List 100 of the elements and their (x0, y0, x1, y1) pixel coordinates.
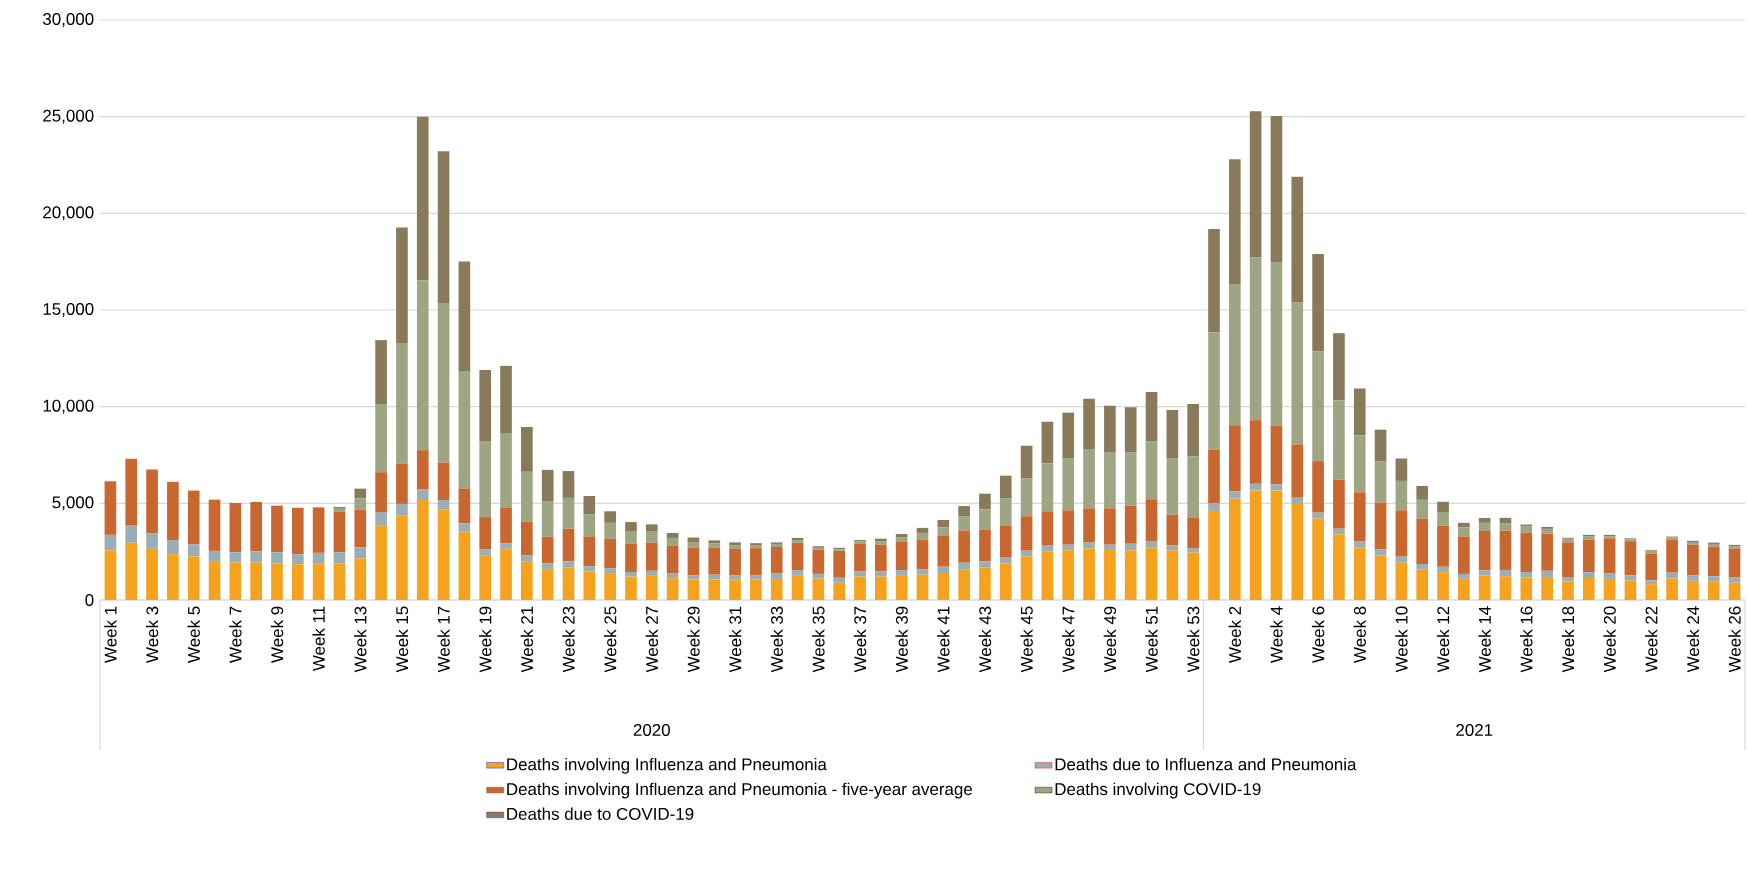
bar (1208, 228, 1220, 333)
bar (1520, 571, 1533, 578)
bar (1187, 403, 1199, 457)
bar (396, 227, 408, 344)
bar (687, 547, 700, 576)
bar (437, 500, 450, 510)
bar (1333, 534, 1345, 600)
bar (1041, 551, 1054, 600)
x-tick-label: Week 12 (1436, 606, 1450, 673)
bar (916, 527, 929, 533)
x-tick-label: Week 33 (770, 606, 783, 673)
bar (1020, 516, 1033, 551)
bar (1541, 533, 1553, 571)
bar (1020, 556, 1033, 600)
bar (729, 579, 741, 600)
bar (1041, 511, 1054, 546)
x-tick-label: Week 39 (895, 606, 908, 673)
x-tick-label: Week 24 (1686, 606, 1700, 673)
x-tick-label: Week 18 (1561, 606, 1575, 673)
bar (167, 554, 179, 600)
bar (1499, 517, 1512, 524)
bar (687, 579, 700, 600)
bar (1353, 547, 1366, 600)
bar (1728, 577, 1741, 583)
bar (187, 544, 200, 557)
x-tick-label: Week 49 (1103, 606, 1117, 673)
bar (541, 568, 554, 600)
bar (354, 547, 367, 559)
bar (1416, 518, 1429, 565)
bar (1312, 253, 1324, 352)
bar (979, 567, 991, 600)
bar (1374, 502, 1387, 550)
bar (875, 544, 887, 572)
bar (833, 577, 846, 583)
bar (1270, 490, 1283, 600)
bar (1187, 552, 1199, 600)
bar (895, 542, 908, 571)
bar (583, 536, 596, 567)
bar (604, 522, 616, 539)
text: 2020 (633, 724, 670, 736)
bar (1124, 505, 1137, 544)
bar (666, 578, 679, 600)
x-tick-label: Week 47 (1062, 606, 1075, 673)
x-tick-label: Week 25 (603, 606, 617, 673)
bar (708, 547, 721, 575)
x-tick-label: Week 27 (645, 606, 659, 673)
bar (250, 501, 262, 552)
x-tick-label: Week 8 (1353, 606, 1366, 663)
bar (1395, 556, 1408, 563)
bar (1374, 555, 1387, 600)
x-tick-label: Week 19 (479, 606, 492, 673)
bar (979, 509, 991, 530)
bar (1041, 421, 1054, 464)
bar (271, 552, 283, 564)
bar (625, 530, 637, 544)
bar (1353, 492, 1366, 542)
bar (312, 563, 325, 600)
bar (416, 489, 429, 501)
bar (1520, 532, 1533, 572)
bar (1666, 572, 1678, 579)
bar (437, 509, 450, 600)
bar (437, 303, 450, 463)
bar (1270, 115, 1283, 263)
bar (1416, 499, 1429, 519)
bar (1291, 176, 1304, 303)
bar (1416, 564, 1429, 570)
bar (895, 534, 908, 538)
bar (1270, 262, 1283, 426)
bar (1270, 484, 1283, 491)
bar (521, 471, 533, 522)
bar (1499, 576, 1512, 600)
bar (354, 488, 367, 499)
bar (812, 549, 825, 574)
x-tick-label: Week 14 (1478, 606, 1491, 673)
bar (791, 575, 804, 600)
bar (458, 488, 471, 524)
bar (479, 555, 492, 600)
bar (500, 507, 512, 544)
bar (562, 561, 575, 568)
bar (1478, 518, 1491, 523)
bar (750, 548, 762, 576)
x-tick-label: Week 3 (145, 606, 159, 663)
bar (187, 490, 200, 545)
bar (229, 502, 242, 553)
bar (1270, 426, 1283, 485)
bar (666, 545, 679, 574)
bar (1437, 566, 1449, 573)
bar (854, 543, 866, 572)
bar (583, 566, 596, 572)
x-tick-label: Week 51 (1145, 606, 1158, 673)
legend-label: Deaths due to COVID-19 (507, 807, 694, 820)
bar (1145, 499, 1158, 542)
bar (521, 555, 533, 562)
bar (562, 528, 575, 562)
bar (645, 570, 658, 576)
bar (1437, 501, 1449, 513)
bar (958, 506, 970, 517)
bar (271, 505, 283, 553)
bar (458, 261, 471, 371)
bar (500, 433, 512, 508)
